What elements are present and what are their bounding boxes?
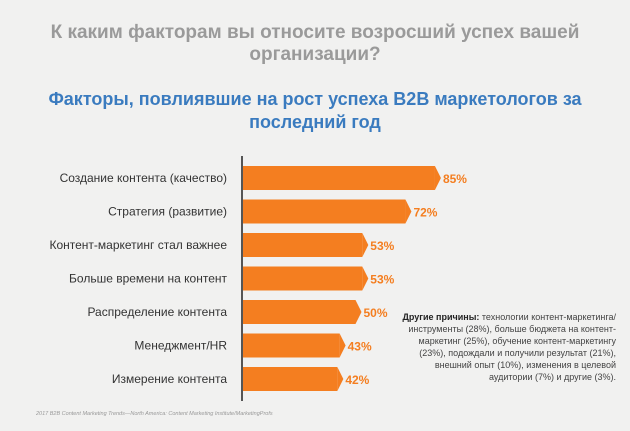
value-label: 43% [348,340,372,354]
bar-tip [339,333,346,358]
bar-tip [405,199,412,224]
bar [242,300,356,324]
category-label: Больше времени на контент [69,272,227,286]
bar [242,233,363,257]
bar [242,333,340,358]
bar [242,199,406,224]
category-label: Создание контента (качество) [60,171,227,185]
bar-tip [337,367,344,391]
value-label: 72% [413,206,437,220]
chart-subtitle: Факторы, повлиявшие на рост успеха B2B м… [48,89,582,132]
value-label: 53% [370,239,394,253]
category-label: Менеджмент/HR [134,339,227,353]
value-label: 50% [364,306,388,320]
other-reasons-lead: Другие причины: [402,312,480,322]
page-question: К каким факторам вы относите возросший у… [50,22,580,65]
value-label: 53% [370,273,394,287]
bar-tip [355,300,362,324]
category-label: Стратегия (развитие) [108,205,227,219]
bar [242,166,435,190]
bar-tip [434,166,441,190]
category-label: Контент-маркетинг стал важнее [49,238,227,252]
bar [242,266,363,291]
source-footnote: 2017 B2B Content Marketing Trends—North … [36,411,273,417]
bar [242,367,338,391]
other-reasons-text: технологии контент-маркетинга/инструмент… [408,312,616,382]
value-label: 85% [443,172,467,186]
bar-tip [362,266,369,291]
category-label: Распределение контента [87,305,227,319]
category-label: Измерение контента [112,372,227,386]
value-label: 42% [345,373,369,387]
bar-tip [362,233,369,257]
other-reasons-note: Другие причины: технологии контент-марке… [400,311,616,383]
